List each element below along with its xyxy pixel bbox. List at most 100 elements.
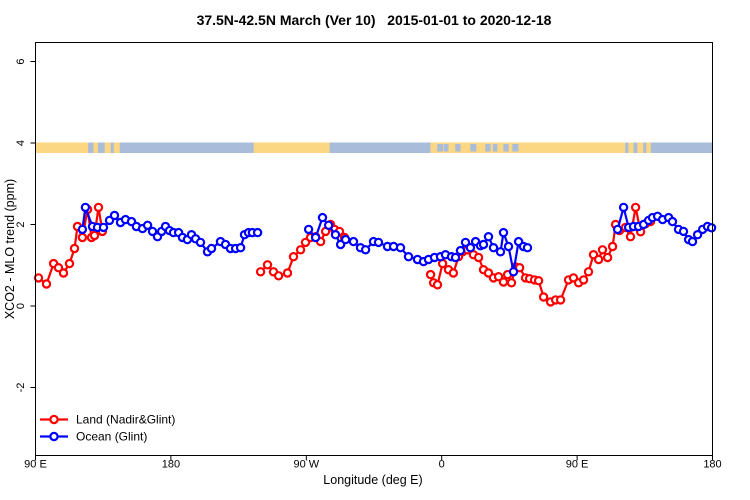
map-band-ocean-patch xyxy=(437,144,444,152)
data-point xyxy=(53,263,64,273)
map-band-land-segment xyxy=(93,142,98,153)
data-point xyxy=(450,252,461,263)
data-point xyxy=(538,292,549,302)
axes: 90 E 180 90 W 0 90 E 180 -2 0 2 4 6 xyxy=(15,58,722,470)
data-point xyxy=(395,242,406,253)
y-axis-title: XCO2 - MLO trend (ppm) xyxy=(3,179,17,319)
map-band-ocean-patch xyxy=(455,144,461,152)
data-point xyxy=(498,227,509,238)
data-point xyxy=(465,242,476,253)
legend-label: Ocean (Glint) xyxy=(76,430,147,444)
map-band-land-segment xyxy=(646,142,651,153)
data-point xyxy=(533,276,544,286)
data-point xyxy=(478,239,489,250)
data-point xyxy=(593,254,604,265)
data-point xyxy=(255,267,266,277)
ocean-series xyxy=(77,202,717,277)
data-point xyxy=(473,252,484,263)
legend-item: Land (Nadir&Glint) xyxy=(40,413,175,427)
map-band-land-segment xyxy=(430,142,626,153)
data-point xyxy=(403,252,414,262)
data-point xyxy=(508,267,519,277)
y-tick-label: 0 xyxy=(15,303,27,309)
data-point xyxy=(235,242,246,253)
data-point xyxy=(206,243,217,254)
data-point xyxy=(522,242,533,253)
map-band-ocean-patch xyxy=(492,144,498,152)
data-point xyxy=(373,237,384,248)
data-point xyxy=(555,295,566,305)
data-point xyxy=(488,242,499,253)
chart-title: 37.5N-42.5N March (Ver 10) 2015-01-01 to… xyxy=(197,12,552,28)
x-axis-title: Longitude (deg E) xyxy=(323,473,422,487)
legend-marker-point xyxy=(49,431,59,442)
x-tick-label: 90 W xyxy=(293,459,319,471)
x-tick-label: 180 xyxy=(162,459,180,471)
data-point xyxy=(625,231,636,242)
data-point xyxy=(687,236,698,247)
y-tick-label: -2 xyxy=(15,383,27,393)
data-point xyxy=(448,268,459,278)
data-point xyxy=(612,224,623,235)
data-point xyxy=(498,277,509,287)
data-point xyxy=(262,260,273,270)
y-tick-label: 2 xyxy=(15,221,27,227)
data-point xyxy=(58,268,69,278)
data-point xyxy=(597,245,608,255)
data-point xyxy=(667,216,678,227)
map-band-land-segment xyxy=(637,142,644,153)
data-point xyxy=(578,275,589,285)
data-point xyxy=(425,269,436,280)
data-point xyxy=(93,202,104,213)
data-point xyxy=(323,220,334,230)
data-series xyxy=(33,202,717,307)
data-point xyxy=(330,229,341,240)
data-point xyxy=(495,247,506,257)
data-point xyxy=(303,224,314,235)
data-point xyxy=(288,252,299,262)
map-band-ocean xyxy=(35,142,713,153)
data-point xyxy=(360,245,371,255)
map-band-ocean-patch xyxy=(470,144,477,152)
legend-label: Land (Nadir&Glint) xyxy=(76,413,175,427)
map-band xyxy=(35,142,713,153)
data-point xyxy=(77,232,88,243)
x-tick-label: 90 E xyxy=(566,459,589,471)
y-tick-label: 4 xyxy=(15,140,27,146)
map-band-ocean-patch xyxy=(485,144,491,152)
data-point xyxy=(282,268,293,278)
data-point xyxy=(195,237,206,248)
data-point xyxy=(514,263,525,273)
data-point xyxy=(455,245,466,256)
data-point xyxy=(678,226,689,237)
data-point xyxy=(618,202,629,213)
data-point xyxy=(607,241,618,252)
data-point xyxy=(109,210,120,221)
x-tick-label: 180 xyxy=(703,459,721,471)
plot-box xyxy=(35,42,713,456)
data-point xyxy=(692,229,703,240)
data-point xyxy=(273,271,284,281)
data-point xyxy=(41,279,52,289)
data-point xyxy=(317,212,328,223)
data-point xyxy=(340,234,351,245)
x-tick-label: 90 E xyxy=(24,459,47,471)
data-point xyxy=(432,280,443,290)
map-band-ocean-patch xyxy=(503,144,509,152)
data-point xyxy=(706,223,717,233)
data-point xyxy=(147,226,158,237)
data-point xyxy=(583,267,594,277)
map-band-land-segment xyxy=(113,142,120,153)
data-point xyxy=(77,224,88,235)
legend-item: Ocean (Glint) xyxy=(40,430,147,444)
map-band-land-segment xyxy=(35,142,89,153)
y-tick-label: 6 xyxy=(15,58,27,64)
data-point xyxy=(252,227,263,238)
data-point xyxy=(142,220,153,230)
data-point xyxy=(483,231,494,242)
x-tick-label: 0 xyxy=(439,459,445,471)
data-point xyxy=(33,273,44,283)
